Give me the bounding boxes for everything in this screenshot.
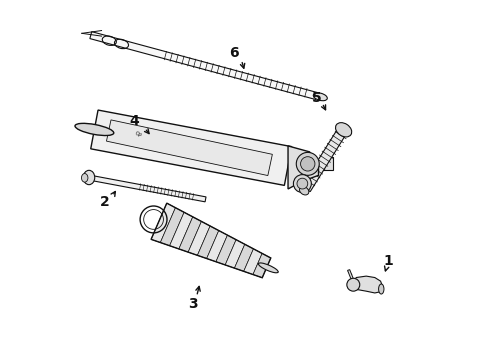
Ellipse shape — [379, 284, 384, 294]
Polygon shape — [91, 110, 292, 185]
Polygon shape — [288, 146, 319, 189]
Polygon shape — [160, 208, 184, 246]
Polygon shape — [151, 203, 175, 243]
Ellipse shape — [258, 263, 278, 273]
Polygon shape — [318, 157, 333, 170]
Polygon shape — [170, 212, 193, 249]
Polygon shape — [244, 249, 262, 275]
Polygon shape — [92, 176, 206, 202]
Ellipse shape — [75, 123, 114, 135]
Text: 5: 5 — [312, 90, 321, 104]
Text: Cp: Cp — [135, 131, 143, 137]
Polygon shape — [179, 217, 201, 252]
Ellipse shape — [81, 174, 88, 182]
Polygon shape — [347, 270, 354, 281]
Ellipse shape — [336, 123, 352, 137]
Text: 4: 4 — [129, 114, 139, 128]
Polygon shape — [302, 129, 346, 192]
Polygon shape — [207, 230, 227, 262]
Polygon shape — [90, 32, 318, 100]
Polygon shape — [188, 221, 210, 255]
Text: 3: 3 — [188, 297, 198, 311]
Ellipse shape — [83, 170, 95, 185]
Polygon shape — [253, 253, 271, 278]
Circle shape — [294, 175, 311, 193]
Circle shape — [300, 157, 315, 171]
Polygon shape — [353, 276, 383, 293]
Ellipse shape — [299, 186, 309, 195]
Ellipse shape — [313, 93, 327, 101]
Text: 2: 2 — [100, 194, 110, 208]
Circle shape — [297, 178, 308, 189]
Text: 6: 6 — [229, 46, 239, 60]
Polygon shape — [197, 226, 219, 258]
Polygon shape — [225, 240, 245, 268]
Circle shape — [347, 278, 360, 291]
Polygon shape — [234, 244, 253, 271]
Polygon shape — [216, 235, 236, 265]
Text: 1: 1 — [384, 254, 393, 268]
Circle shape — [296, 152, 319, 175]
Polygon shape — [106, 120, 272, 176]
